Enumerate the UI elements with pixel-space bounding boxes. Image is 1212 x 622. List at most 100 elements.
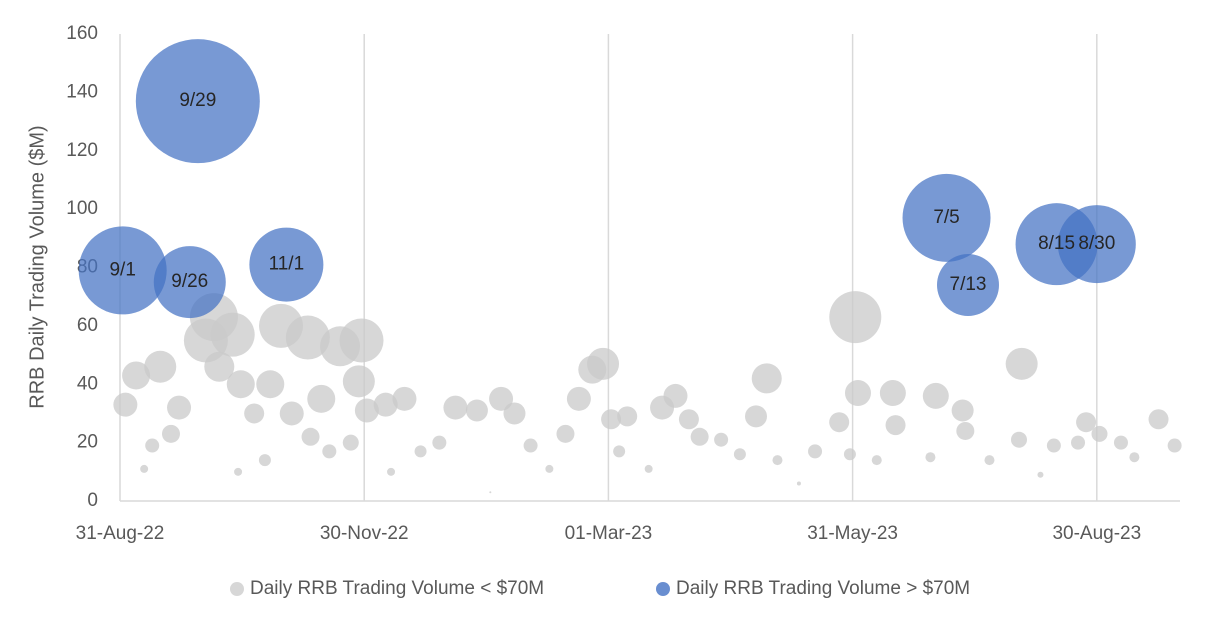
bubble [1113,435,1128,450]
bubble [663,383,688,408]
x-tick-label: 01-Mar-23 [565,523,653,544]
bubble [587,347,620,380]
bubble [122,361,151,390]
bubble [644,464,653,473]
bubble-label: 9/29 [179,90,216,111]
bubble [489,491,492,494]
bubble [140,464,149,473]
legend-label: Daily RRB Trading Volume < $70M [250,578,544,599]
bubble [1046,438,1061,453]
bubble [307,384,336,413]
bubble [443,395,468,420]
x-tick-label: 30-Aug-23 [1052,523,1141,544]
bubble [135,39,260,164]
bubble [210,312,255,357]
y-tick-label: 140 [66,81,98,102]
legend-label: Daily RRB Trading Volume > $70M [676,578,970,599]
bubble [414,445,427,458]
bubble [339,318,384,363]
bubble [956,421,975,440]
bubble [1129,452,1140,463]
bubble [204,351,235,382]
y-tick-label: 20 [77,432,98,453]
bubble [489,386,514,411]
bubble [871,455,882,466]
bubble [796,481,801,486]
x-tick-label: 31-May-23 [807,523,898,544]
bubble [342,365,375,398]
bubble [1071,435,1086,450]
bubble [902,173,991,262]
bubble [714,432,729,447]
bubble [167,395,192,420]
bubble [984,455,995,466]
bubble [1148,409,1169,430]
bubble [113,392,138,417]
bubble [144,350,177,383]
bubble [613,445,626,458]
bubble [545,464,554,473]
bubble [78,226,167,315]
bubble [844,380,871,407]
bubble [922,382,949,409]
bubble [1037,471,1044,478]
x-tick-label: 31-Aug-22 [76,523,165,544]
bubble-label: 7/5 [933,207,959,228]
x-tick-label: 30-Nov-22 [320,523,409,544]
bubble [226,370,255,399]
bubble [1010,431,1027,448]
y-tick-label: 0 [87,490,98,511]
bubble [249,227,324,302]
bubble [342,434,359,451]
bubble [745,405,767,428]
bubble [829,412,850,433]
y-tick-label: 40 [77,373,98,394]
bubble [354,398,379,423]
y-tick-label: 100 [66,198,98,219]
bubble [387,467,396,476]
bubble [843,448,856,461]
bubble [234,467,243,476]
bubble [503,402,526,425]
legend-marker [230,582,244,596]
bubble [566,386,591,411]
bubble [690,427,709,446]
bubble [1057,205,1136,284]
bubble [465,399,488,422]
bubble [772,455,783,466]
bubble [1005,347,1038,380]
bubble [925,452,936,463]
bubble-label: 8/30 [1078,233,1115,254]
bubble [601,409,622,430]
bubble-label: 8/15 [1038,233,1075,254]
bubble [432,435,447,450]
bubble [951,399,974,422]
bubble [256,370,285,399]
bubble-label: 11/1 [269,254,305,275]
bubble [678,409,699,430]
bubble [1167,438,1182,453]
bubble [556,424,575,443]
y-tick-label: 120 [66,140,98,161]
bubble [279,401,304,426]
legend-marker [656,582,670,596]
bubble-label: 9/26 [171,271,208,292]
y-tick-label: 160 [66,23,98,44]
bubble [145,438,160,453]
bubble [1076,412,1097,433]
bubble [244,403,265,424]
bubble [829,291,882,344]
bubble [885,415,906,436]
y-tick-label: 60 [77,315,98,336]
bubble [617,406,638,427]
bubble-label: 9/1 [109,259,135,280]
bubble [373,392,398,417]
bubble [523,438,538,453]
bubble-label: 7/13 [950,274,987,295]
bubble [808,444,823,459]
bubble [161,424,180,443]
bubble [285,315,330,360]
bubble [733,448,746,461]
bubble [879,380,906,407]
bubble [153,246,226,319]
